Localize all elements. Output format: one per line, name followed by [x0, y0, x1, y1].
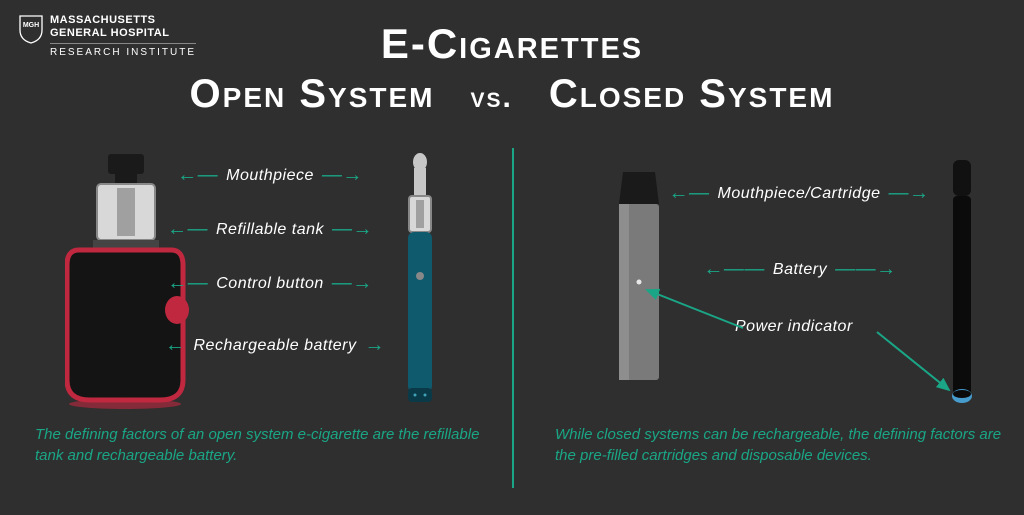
main-title: E-Cigarettes: [381, 20, 643, 68]
open-label-mouthpiece: ←— Mouthpiece —→: [165, 164, 375, 187]
logo-line3: RESEARCH INSTITUTE: [50, 43, 196, 59]
open-system-column: ←— Mouthpiece —→ ←— Refillable tank —→ ←…: [25, 150, 505, 466]
closed-caption: While closed systems can be rechargeable…: [545, 424, 1024, 466]
closed-system-column: ←— Mouthpiece/Cartridge —→ ←—— Battery —…: [545, 150, 1024, 466]
arrow-right-icon: →: [364, 334, 385, 357]
arrow-right-icon: —→: [332, 272, 373, 295]
svg-text:MGH: MGH: [23, 22, 39, 29]
center-divider: [512, 148, 514, 488]
open-caption: The defining factors of an open system e…: [25, 424, 505, 466]
arrow-left-icon: ←: [165, 334, 186, 357]
logo-shield-icon: MGH: [18, 14, 44, 44]
open-label-button: ←— Control button —→: [165, 272, 375, 295]
logo-text: MASSACHUSETTS GENERAL HOSPITAL RESEARCH …: [50, 14, 196, 59]
logo-line1: MASSACHUSETTS: [50, 14, 196, 27]
open-label-battery: ← Rechargeable battery →: [155, 334, 395, 357]
logo-block: MGH MASSACHUSETTS GENERAL HOSPITAL RESEA…: [18, 14, 196, 59]
arrow-right-icon: —→: [322, 164, 363, 187]
open-label-text: Mouthpiece: [226, 167, 314, 185]
vs-label: vs.: [470, 81, 512, 115]
arrow-left-icon: ←—: [167, 218, 208, 241]
logo-line2: GENERAL HOSPITAL: [50, 27, 196, 40]
subtitle-row: Open System vs. Closed System: [0, 72, 1024, 117]
open-label-text: Refillable tank: [216, 221, 324, 239]
open-diagram: ←— Mouthpiece —→ ←— Refillable tank —→ ←…: [25, 150, 505, 410]
power-indicator-connectors: [545, 150, 1005, 410]
open-label-tank: ←— Refillable tank —→: [165, 218, 375, 241]
arrow-left-icon: ←—: [167, 272, 208, 295]
open-label-text: Rechargeable battery: [194, 337, 357, 355]
open-label-text: Control button: [216, 275, 324, 293]
arrow-left-icon: ←—: [177, 164, 218, 187]
open-pen-device: [403, 152, 437, 408]
subtitle-right: Closed System: [549, 72, 835, 117]
closed-diagram: ←— Mouthpiece/Cartridge —→ ←—— Battery —…: [545, 150, 1024, 410]
subtitle-left: Open System: [190, 72, 435, 117]
arrow-right-icon: —→: [332, 218, 373, 241]
